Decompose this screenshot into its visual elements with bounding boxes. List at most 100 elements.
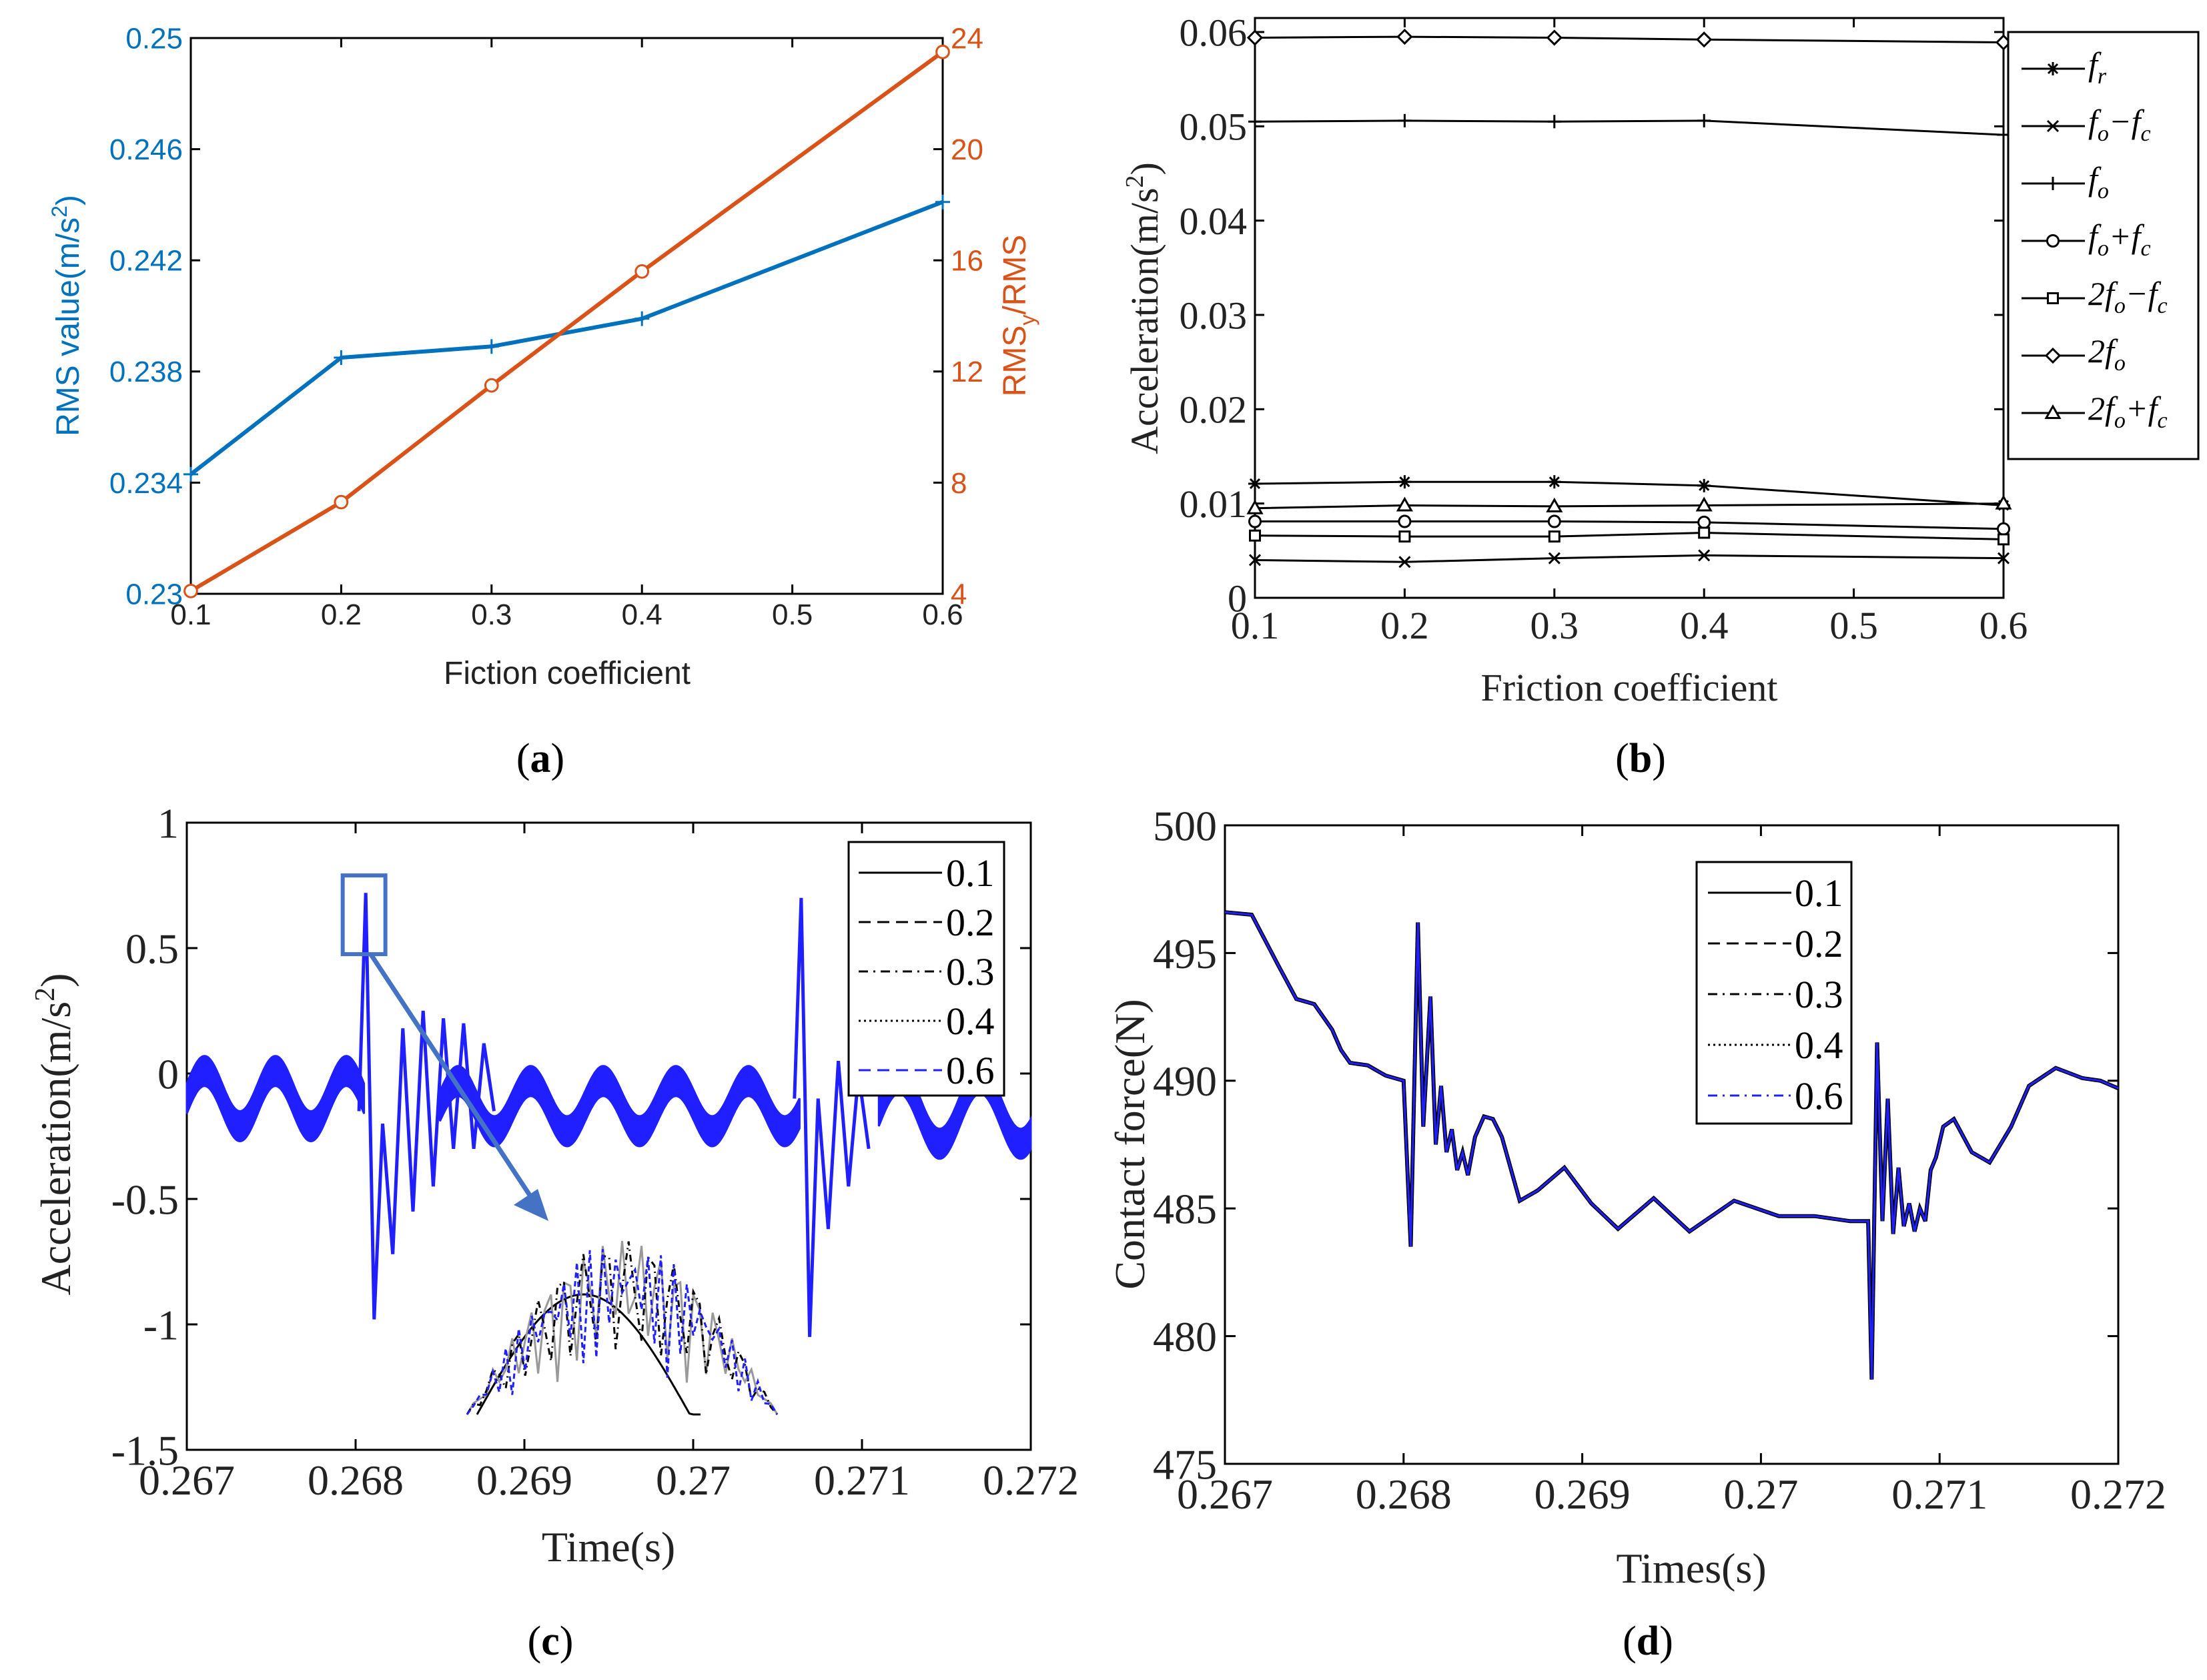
chart-b-y-tick-label: 0.03 (1180, 294, 1248, 337)
chart-d-y-tick-label: 495 (1153, 930, 1217, 977)
chart-b-point (1398, 113, 1412, 127)
chart-c-y-ticks: -1.5 -1 -0.5 0 0.5 1 (111, 799, 1031, 1474)
chart-b-point (1997, 552, 2010, 564)
chart-a-point (935, 194, 950, 209)
chart-b-legend-marker (2047, 292, 2059, 304)
chart-a-y-ticks-right: 4 8 12 16 20 24 (933, 22, 983, 610)
chart-b-point (1398, 556, 1411, 568)
chart-a-y-axis-label-left: RMS value(m/s2) (47, 195, 86, 436)
chart-c-x-tick-label: 0.269 (476, 1456, 572, 1504)
chart-d-x-tick-label: 0.267 (1177, 1471, 1273, 1518)
chart-b-x-tick-label: 0.6 (1979, 604, 2028, 647)
chart-b-point (1398, 475, 1412, 489)
chart-a-y-tick-label: 0.238 (109, 356, 183, 388)
chart-c-x-tick-label: 0.271 (814, 1456, 910, 1504)
chart-b-x-ticks: 0.1 0.2 0.3 0.4 0.5 0.6 (1231, 18, 2028, 647)
chart-c-zoom-inset (340, 873, 779, 1416)
chart-b: 0.1 0.2 0.3 0.4 0.5 0.6 0 0.01 0.02 0.03 0.04 0.05… (1121, 11, 2200, 781)
chart-d-y-tick-label: 475 (1153, 1440, 1217, 1488)
chart-a-y-tick-label: 4 (951, 578, 967, 610)
chart-b-point (1697, 515, 1711, 529)
chart-b-y-tick-label: 0.06 (1180, 11, 1248, 54)
chart-b-x-axis-label: Friction coefficient (1480, 666, 1777, 709)
chart-c-x-tick-label: 0.27 (656, 1456, 731, 1504)
chart-d-x-tick-label: 0.27 (1723, 1471, 1798, 1518)
chart-c-legend-label: 0.2 (946, 901, 995, 944)
chart-c-vibration-band-2 (439, 1065, 801, 1148)
chart-c-y-axis-label: Acceleration(m/s2) (30, 973, 79, 1296)
chart-b-point (1248, 476, 1262, 490)
chart-d-x-ticks: 0.267 0.268 0.269 0.27 0.271 0.272 (1177, 825, 2166, 1518)
chart-a-y-tick-label: 0.23 (125, 578, 183, 610)
chart-b-x-tick-label: 0.1 (1231, 604, 1280, 647)
chart-c-legend-box (847, 841, 1005, 1097)
chart-b-point (1548, 552, 1561, 564)
chart-c-zoom-arrowhead (514, 1189, 548, 1221)
chart-a-point (183, 583, 198, 598)
chart-b-x-tick-label: 0.5 (1829, 604, 1878, 647)
chart-a-y-tick-label: 16 (951, 245, 983, 278)
chart-b-point (1246, 499, 1264, 514)
chart-b-legend-marker (2044, 347, 2062, 364)
chart-b-y-tick-label: 0.04 (1180, 199, 1248, 243)
chart-a-y-tick-label: 12 (951, 356, 983, 388)
chart-c-x-axis-label: Time(s) (542, 1523, 675, 1571)
chart-b-point (1548, 530, 1561, 543)
chart-b-y-tick-label: 0.01 (1180, 482, 1248, 526)
chart-b-point (1249, 529, 1261, 542)
chart-a-y-ticks-left: 0.23 0.234 0.238 0.242 0.246 0.25 (109, 22, 200, 610)
chart-b-point (1396, 496, 1413, 512)
chart-a-y-axis-label-right: RMSy/RMS (997, 235, 1039, 397)
chart-c-legend-label: 0.6 (946, 1049, 995, 1092)
chart-b-y-ticks: 0 0.01 0.02 0.03 0.04 0.05 0.06 (1180, 11, 2004, 620)
chart-b-y-axis-label: Acceleration(m/s2) (1121, 162, 1166, 454)
chart-b-point (1398, 530, 1411, 543)
chart-b-y-tick-label: 0 (1228, 576, 1247, 620)
chart-d-y-ticks: 475 480 485 490 495 500 (1153, 802, 2118, 1488)
chart-c-zoom-box (340, 873, 388, 957)
chart-a-x-tick-label: 0.4 (622, 598, 663, 631)
chart-a-x-tick-label: 0.6 (922, 598, 963, 631)
chart-d-panel-label: (d) (1623, 1619, 1673, 1664)
chart-c-x-ticks: 0.267 0.268 0.269 0.27 0.271 0.272 (139, 823, 1079, 1504)
chart-c-zoom-curve-0.4 (466, 1240, 779, 1415)
chart-a-series (183, 44, 950, 598)
chart-a-point (183, 466, 198, 482)
chart-a-point (484, 339, 499, 354)
chart-a-y-tick-label: 0.25 (125, 22, 183, 55)
chart-d-legend-label: 0.2 (1795, 922, 1843, 965)
chart-a-point (334, 350, 349, 365)
chart-b-point (1698, 549, 1711, 562)
chart-c-y-tick-label: 1 (157, 799, 179, 847)
chart-b-point (1246, 29, 1264, 46)
chart-b-point (1998, 533, 2010, 546)
chart-b-point (1995, 494, 2012, 510)
chart-b-legend-label: fo−fc (2088, 103, 2151, 146)
chart-c-zoom-curve-0.6 (466, 1249, 779, 1415)
chart-b-legend-label: 2fo (2088, 332, 2126, 376)
chart-b-legend-marker (2046, 62, 2060, 75)
chart-a-y-tick-label: 0.246 (109, 133, 183, 166)
chart-b-point (1546, 29, 1563, 46)
chart-d-y-axis-label: Contact force(N) (1106, 999, 1154, 1289)
chart-b-point (1248, 554, 1262, 566)
chart-b-point (1695, 496, 1713, 512)
chart-b-legend-label: 2fo−fc (2088, 275, 2168, 318)
chart-b-point (1696, 31, 1713, 48)
chart-d-series (1224, 910, 2120, 1380)
chart-b-series (1246, 28, 2012, 568)
chart-c: 0.267 0.268 0.269 0.27 0.271 0.272 -1.5 -1 -0.5… (30, 799, 1079, 1664)
chart-c-zoom-arrow (368, 953, 539, 1208)
chart-d-series-line-blue (1224, 911, 2119, 1380)
chart-d-legend: 0.1 0.2 0.3 0.4 0.6 (1708, 871, 1843, 1118)
chart-c-y-tick-label: -1 (143, 1301, 179, 1348)
chart-d-plot-area (1224, 824, 2120, 1465)
chart-b-panel-label: (b) (1615, 736, 1666, 781)
chart-d-x-tick-label: 0.268 (1356, 1471, 1452, 1518)
chart-b-x-tick-label: 0.3 (1530, 604, 1579, 647)
chart-a-point (634, 311, 650, 326)
chart-a-x-tick-label: 0.1 (170, 598, 211, 631)
chart-c-legend-label: 0.1 (946, 851, 995, 895)
chart-c-legend-label: 0.4 (946, 999, 995, 1043)
